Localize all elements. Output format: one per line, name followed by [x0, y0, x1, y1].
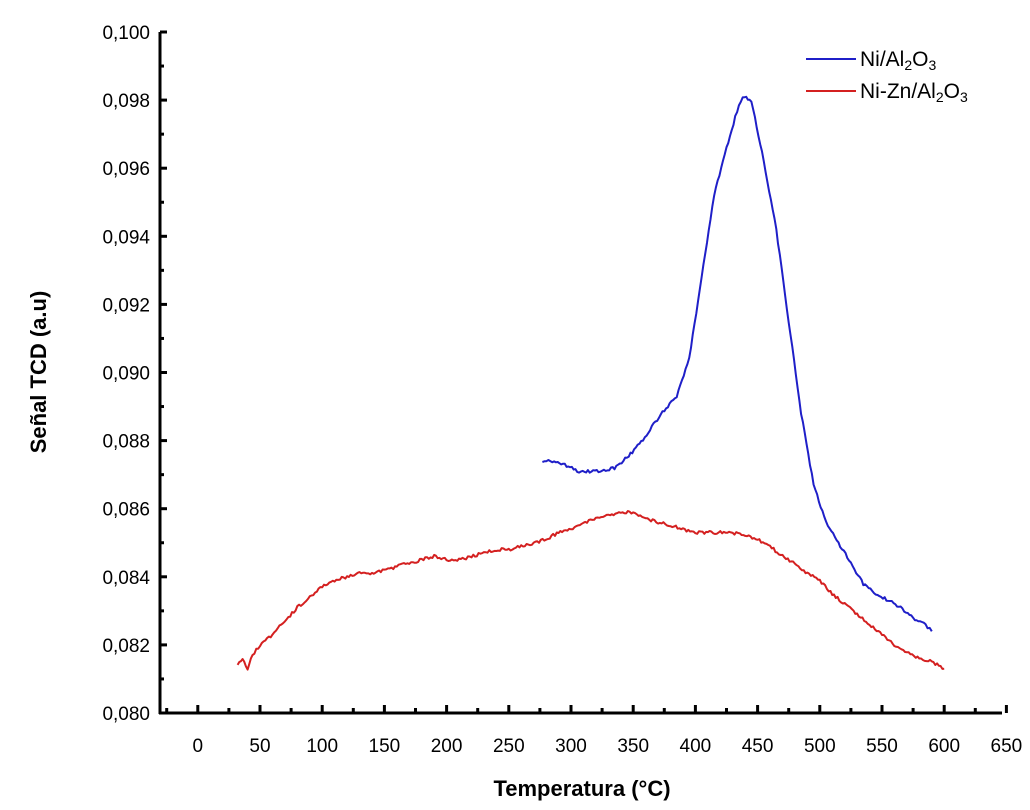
y-tick-label: 0,088	[102, 432, 150, 453]
x-tick-label: 650	[991, 736, 1023, 757]
x-tick-label: 0	[193, 736, 204, 757]
legend-label-1: Ni/Al2O3	[860, 48, 936, 73]
series-line-1	[542, 95, 933, 632]
x-tick-label: 250	[493, 736, 525, 757]
y-tick-label: 0,096	[102, 159, 150, 180]
y-tick-label: 0,084	[102, 568, 150, 589]
x-tick-label: 350	[617, 736, 649, 757]
y-tick-label: 0,092	[102, 295, 150, 316]
y-tick-label: 0,086	[102, 500, 150, 521]
x-tick-label: 600	[928, 736, 960, 757]
x-axis-title: Temperatura (°C)	[493, 776, 670, 801]
y-tick-label: 0,080	[102, 704, 150, 725]
x-tick-label: 450	[742, 736, 774, 757]
legend-label-2: Ni-Zn/Al2O3	[860, 80, 968, 105]
x-tick-label: 300	[555, 736, 587, 757]
x-tick-label: 550	[866, 736, 898, 757]
y-ticks	[160, 30, 167, 715]
y-tick-label: 0,090	[102, 364, 150, 385]
x-ticks	[165, 705, 1008, 713]
x-tick-label: 400	[680, 736, 712, 757]
x-tick-labels: 0 50 100 150 200 250 300 350 400 450 500 550 600 650	[193, 736, 1023, 757]
x-tick-label: 100	[306, 736, 338, 757]
y-tick-label: 0,094	[102, 227, 150, 248]
legend: Ni/Al2O3 Ni-Zn/Al2O3	[806, 48, 968, 105]
y-tick-label: 0,100	[102, 23, 150, 44]
x-tick-label: 200	[431, 736, 463, 757]
x-tick-label: 500	[804, 736, 836, 757]
x-tick-label: 150	[369, 736, 401, 757]
series-line-2	[236, 510, 945, 671]
y-tick-labels: 0,080 0,082 0,084 0,086 0,088 0,090 0,092 0,094…	[102, 23, 150, 725]
series-lines	[236, 95, 945, 671]
y-tick-label: 0,098	[102, 91, 150, 112]
axes	[158, 32, 1002, 715]
y-axis-title: Señal TCD (a.u)	[26, 291, 51, 454]
y-tick-label: 0,082	[102, 636, 150, 657]
x-tick-label: 50	[249, 736, 270, 757]
